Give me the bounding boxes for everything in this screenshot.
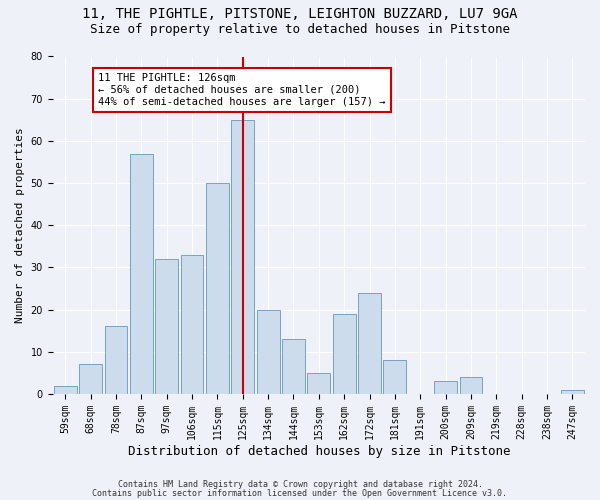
Text: Contains HM Land Registry data © Crown copyright and database right 2024.: Contains HM Land Registry data © Crown c… [118, 480, 482, 489]
Bar [333, 314, 356, 394]
Bar [155, 259, 178, 394]
Bar [181, 255, 203, 394]
Bar [383, 360, 406, 394]
Text: Size of property relative to detached houses in Pitstone: Size of property relative to detached ho… [90, 22, 510, 36]
Bar [130, 154, 153, 394]
Text: 11 THE PIGHTLE: 126sqm
← 56% of detached houses are smaller (200)
44% of semi-de: 11 THE PIGHTLE: 126sqm ← 56% of detached… [98, 74, 386, 106]
Bar [460, 377, 482, 394]
Bar [104, 326, 127, 394]
Text: Contains public sector information licensed under the Open Government Licence v3: Contains public sector information licen… [92, 489, 508, 498]
Bar [307, 373, 330, 394]
Y-axis label: Number of detached properties: Number of detached properties [15, 128, 25, 323]
Text: 11, THE PIGHTLE, PITSTONE, LEIGHTON BUZZARD, LU7 9GA: 11, THE PIGHTLE, PITSTONE, LEIGHTON BUZZ… [82, 8, 518, 22]
Bar [257, 310, 280, 394]
Bar [434, 382, 457, 394]
Bar [282, 339, 305, 394]
Bar [232, 120, 254, 394]
Bar [79, 364, 102, 394]
Bar [54, 386, 77, 394]
X-axis label: Distribution of detached houses by size in Pitstone: Distribution of detached houses by size … [128, 444, 510, 458]
Bar [358, 292, 381, 394]
Bar [206, 183, 229, 394]
Bar [561, 390, 584, 394]
